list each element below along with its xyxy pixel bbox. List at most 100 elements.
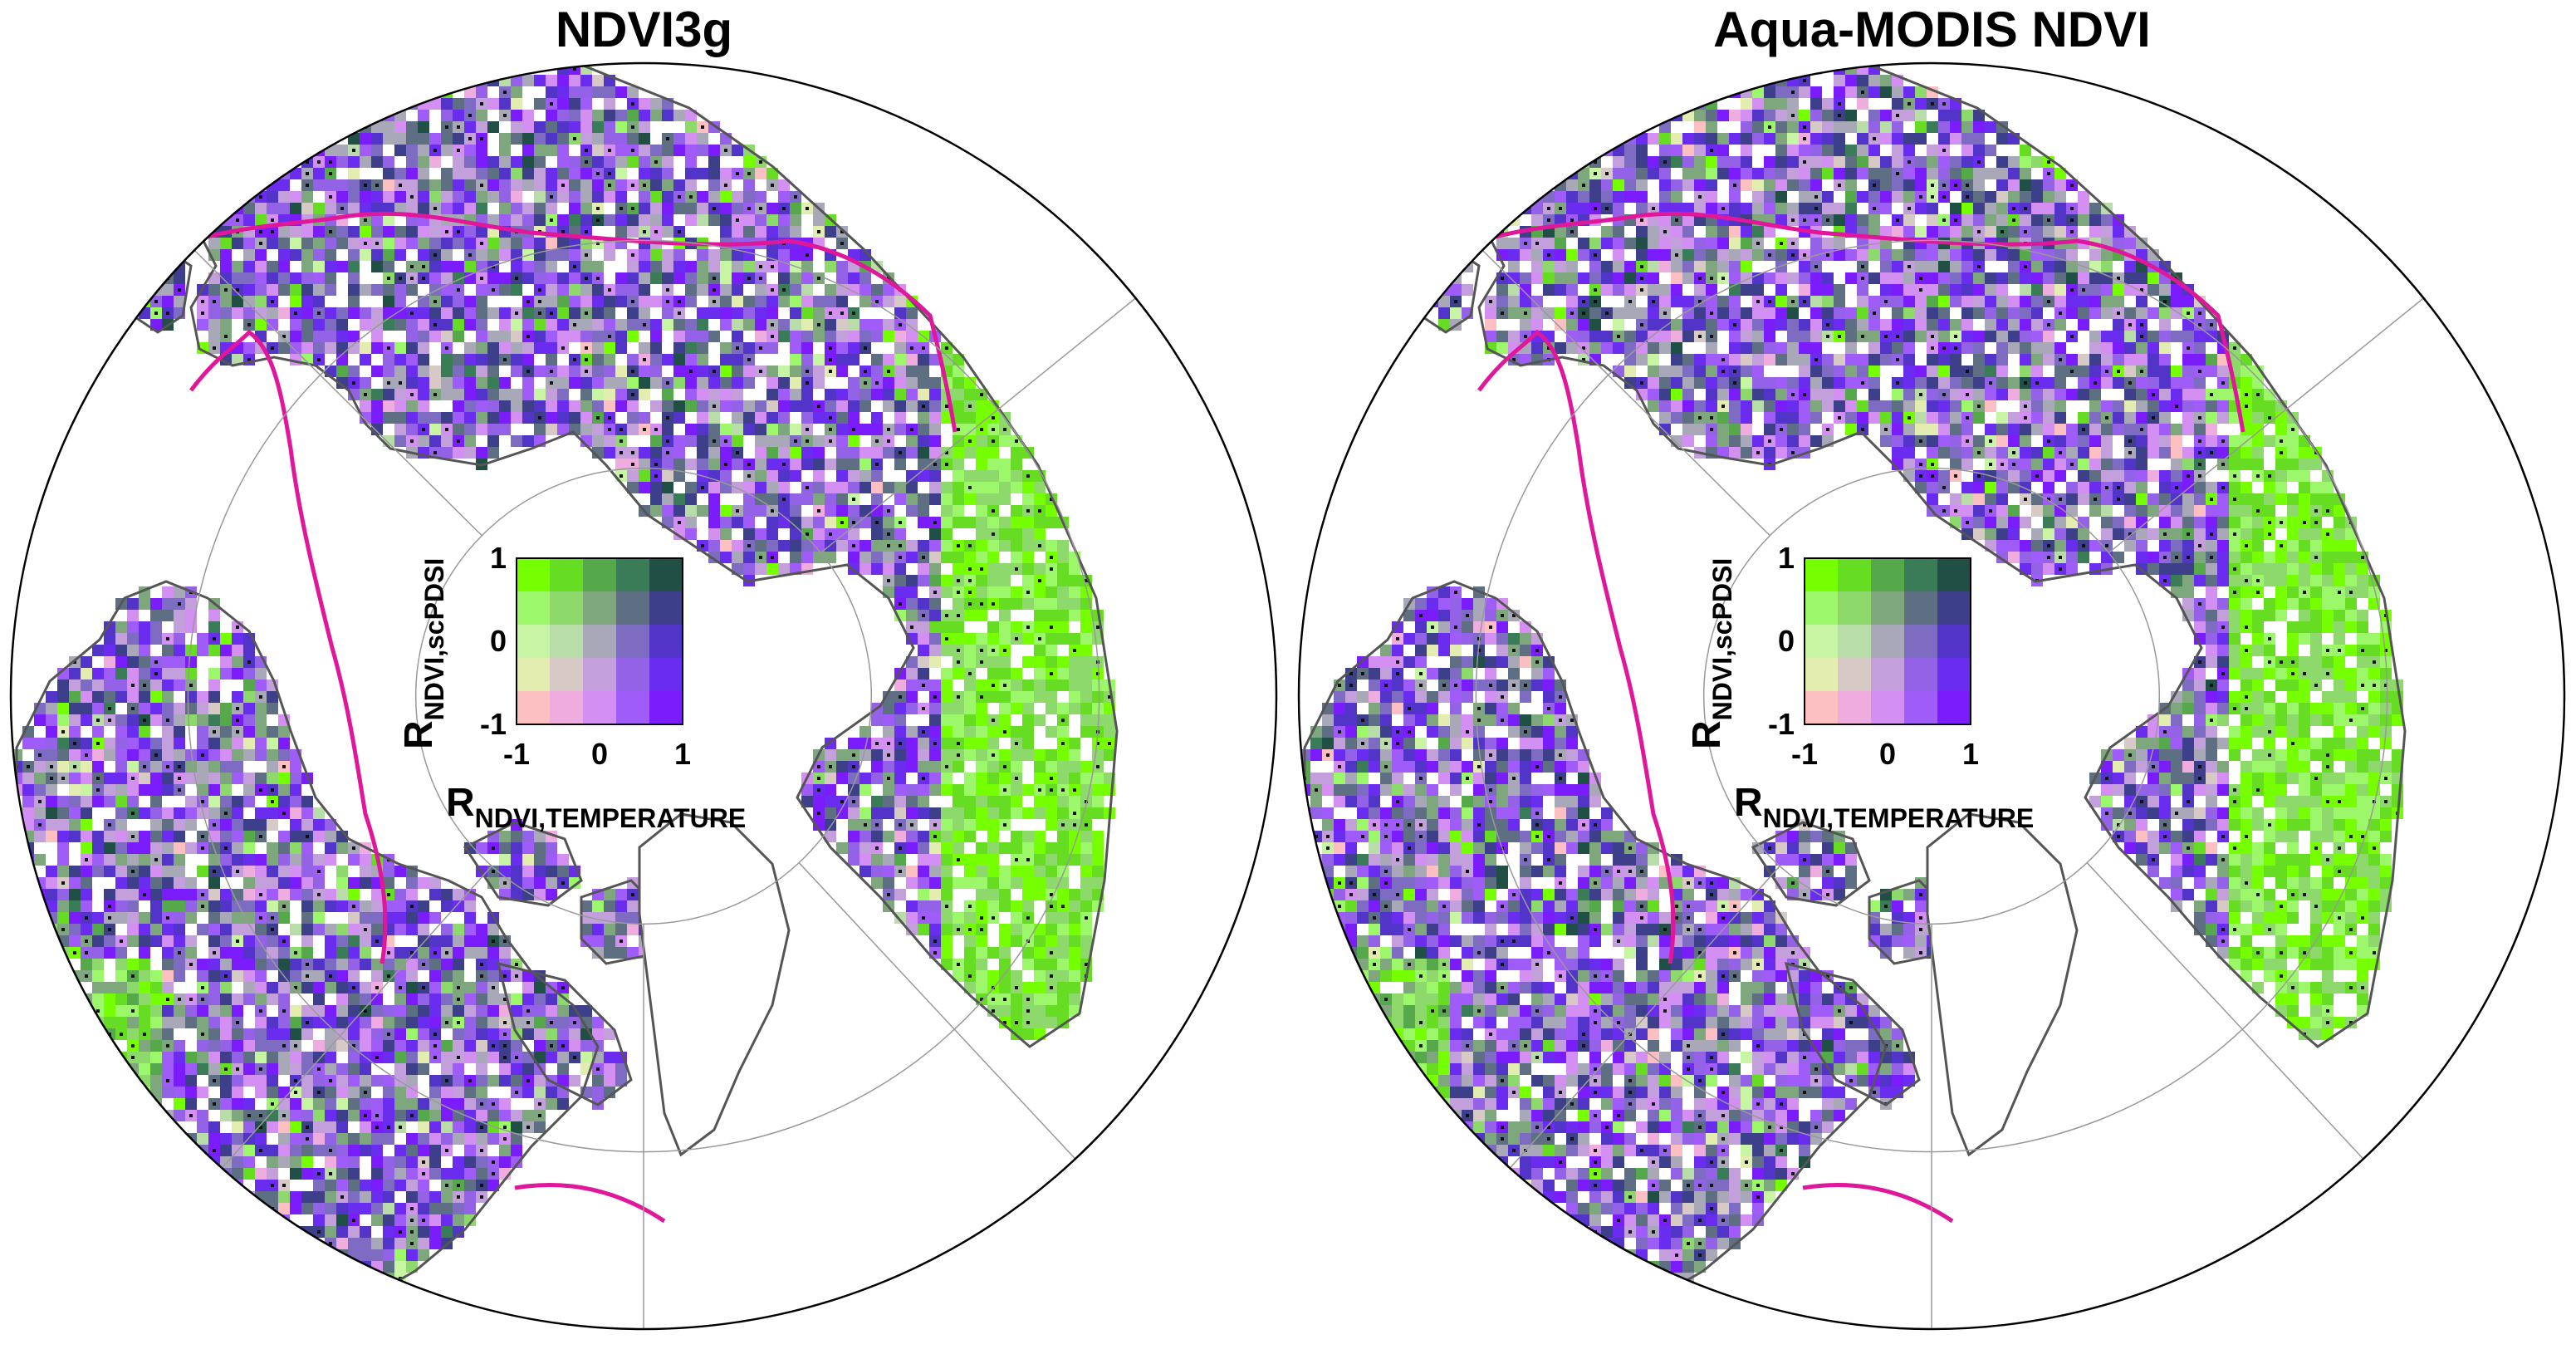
grid-cell <box>708 214 720 226</box>
grid-cell <box>1080 633 1092 645</box>
grid-cell <box>197 1040 208 1052</box>
grid-cell <box>918 366 929 377</box>
significance-dot <box>387 1033 390 1036</box>
grid-cell <box>825 831 836 842</box>
significance-dot <box>387 893 390 896</box>
grid-cell <box>522 203 534 214</box>
grid-cell <box>604 354 615 366</box>
grid-cell <box>162 970 174 982</box>
grid-cell <box>267 307 278 319</box>
grid-cell <box>267 1249 278 1261</box>
grid-cell <box>604 249 615 261</box>
grid-cell <box>406 1180 418 1191</box>
grid-cell <box>522 1028 534 1040</box>
grid-cell <box>743 563 755 575</box>
grid-cell <box>453 389 464 400</box>
grid-cell <box>662 261 673 272</box>
grid-cell <box>34 761 46 773</box>
significance-dot <box>236 1242 239 1245</box>
grid-cell <box>685 354 697 366</box>
grid-cell <box>220 145 232 156</box>
grid-cell <box>418 1191 429 1203</box>
grid-cell <box>953 552 964 563</box>
grid-cell <box>232 156 243 168</box>
grid-cell <box>557 1098 569 1110</box>
grid-cell <box>1011 924 1022 935</box>
grid-cell <box>81 714 92 726</box>
grid-cell <box>999 668 1011 680</box>
grid-cell <box>115 726 127 738</box>
grid-cell <box>243 831 255 842</box>
grid-cell <box>267 1075 278 1087</box>
significance-dot <box>352 149 355 152</box>
grid-cell <box>894 412 906 424</box>
grid-cell <box>1046 586 1057 598</box>
significance-dot <box>585 277 588 280</box>
grid-cell <box>894 784 906 796</box>
significance-dot <box>213 207 216 210</box>
grid-cell <box>534 1087 546 1098</box>
grid-cell <box>1046 1005 1057 1017</box>
grid-cell <box>487 342 499 354</box>
significance-dot <box>154 753 158 757</box>
grid-cell <box>371 331 383 342</box>
grid-cell <box>522 75 534 86</box>
grid-cell <box>743 342 755 354</box>
grid-cell <box>220 749 232 761</box>
significance-dot <box>1085 916 1088 920</box>
grid-cell <box>197 1180 208 1191</box>
grid-cell <box>604 121 615 133</box>
grid-cell <box>162 1110 174 1121</box>
significance-dot <box>213 1219 216 1222</box>
grid-cell <box>511 1110 522 1121</box>
grid-cell <box>662 400 673 412</box>
grid-cell <box>162 842 174 854</box>
grid-cell <box>1011 459 1022 470</box>
grid-cell <box>650 319 662 331</box>
grid-cell <box>906 633 918 645</box>
grid-cell <box>499 272 511 284</box>
grid-cell <box>673 400 685 412</box>
significance-dot <box>817 765 820 768</box>
grid-cell <box>476 1168 487 1180</box>
grid-cell <box>604 400 615 412</box>
grid-cell <box>383 214 394 226</box>
grid-cell <box>894 342 906 354</box>
grid-cell <box>92 703 104 714</box>
grid-cell <box>139 959 150 970</box>
grid-cell <box>139 1087 150 1098</box>
grid-cell <box>348 110 360 121</box>
grid-cell <box>301 133 313 145</box>
grid-cell <box>278 1261 290 1273</box>
grid-cell <box>232 1156 243 1168</box>
grid-cell <box>755 435 766 447</box>
grid-cell <box>964 796 976 807</box>
grid-cell <box>394 1203 406 1214</box>
grid-cell <box>953 563 964 575</box>
grid-cell <box>441 249 453 261</box>
grid-cell <box>301 226 313 238</box>
grid-cell <box>81 1052 92 1063</box>
significance-dot <box>61 881 65 885</box>
significance-dot <box>713 288 716 292</box>
grid-cell <box>755 528 766 540</box>
grid-cell <box>255 1017 267 1028</box>
grid-cell <box>650 296 662 307</box>
grid-cell <box>185 807 197 819</box>
grid-cell <box>883 296 894 307</box>
grid-cell <box>894 563 906 575</box>
grid-cell <box>953 482 964 493</box>
significance-dot <box>247 358 251 361</box>
grid-cell <box>174 935 185 947</box>
significance-dot <box>1073 788 1076 792</box>
grid-cell <box>476 1052 487 1063</box>
grid-cell <box>464 354 476 366</box>
grid-cell <box>336 238 348 249</box>
grid-cell <box>127 1028 139 1040</box>
significance-dot <box>317 1172 321 1175</box>
grid-cell <box>81 668 92 680</box>
grid-cell <box>673 366 685 377</box>
grid-cell <box>232 1075 243 1087</box>
grid-cell <box>964 377 976 389</box>
grid-cell <box>580 133 592 145</box>
